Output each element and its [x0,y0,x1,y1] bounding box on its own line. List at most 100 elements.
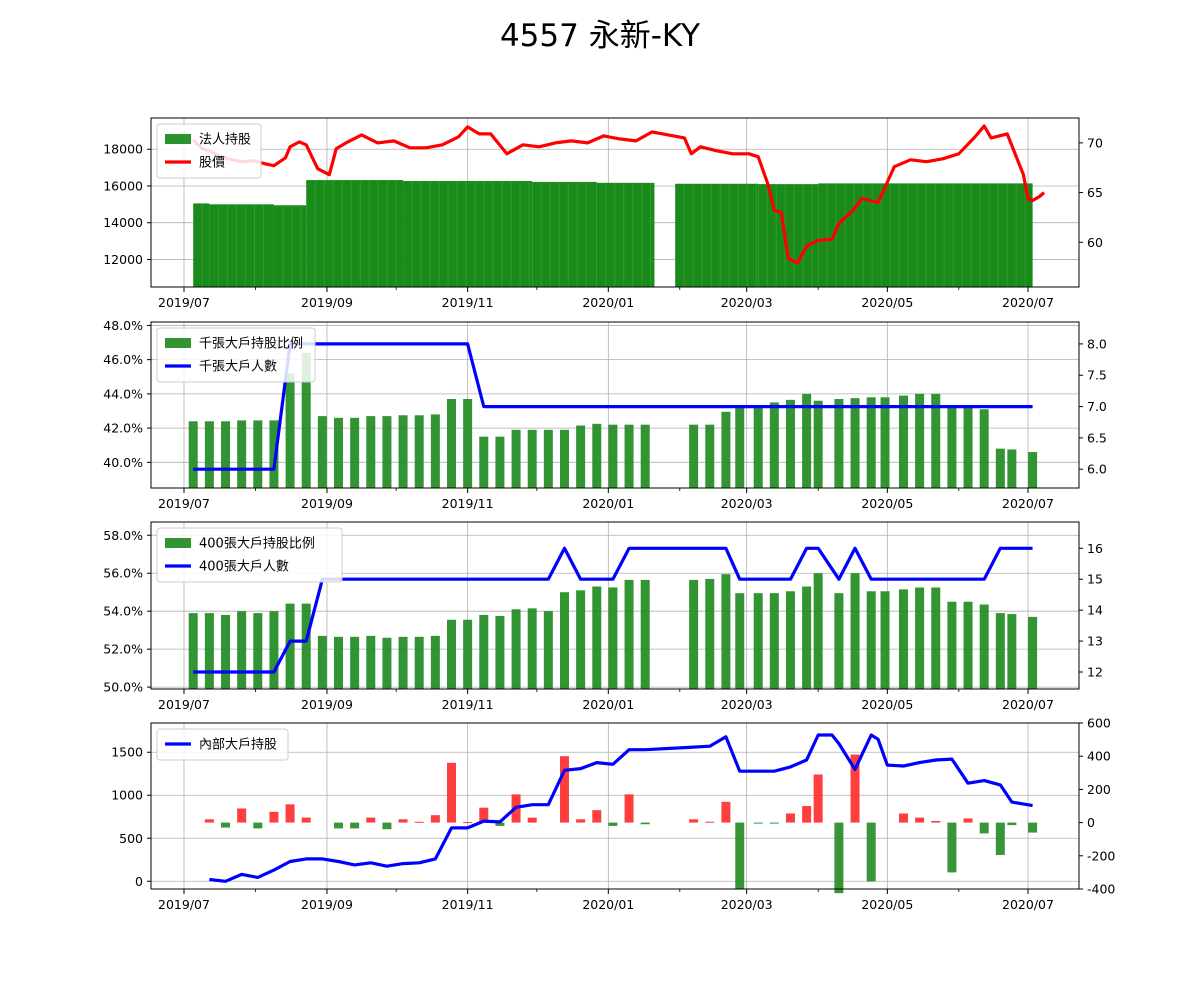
legend-label: 股價 [199,156,225,171]
change-bar [995,822,1005,855]
holding-bar-block [596,182,655,287]
change-bar [915,817,925,823]
ratio-bar [624,579,634,689]
ratio-bar [495,615,505,689]
ratio-bar [1028,452,1038,488]
x-tick-label: 2019/07 [158,697,210,712]
change-bar [253,822,263,829]
change-bar [414,821,424,823]
ratio-bar [1028,616,1038,689]
ratio-bar [479,614,489,689]
ratio-bar [511,609,521,689]
change-bar [269,811,279,823]
change-bar [430,815,440,823]
change-bar [204,819,214,823]
legend-label: 400張大戶人數 [199,560,289,575]
ratio-bar [446,619,456,689]
ratio-bar [721,574,731,689]
ratio-bar [463,619,473,689]
x-tick-label: 2019/09 [301,897,353,912]
panel-frame [150,521,1080,690]
ratio-bar [866,591,876,689]
ratio-bar [947,601,957,689]
y-left-tick-label: 50.0% [103,680,143,695]
y-right-tick-label: 16 [1087,541,1103,556]
change-bar [721,801,731,823]
x-tick-label: 2019/07 [158,897,210,912]
x-tick-label: 2019/09 [301,496,353,511]
change-bar [495,822,505,826]
y-right-tick-label: 60 [1087,235,1103,250]
holding-bar-block [306,180,404,287]
ratio-bar [414,636,424,689]
y-right-tick-label: 6.5 [1087,430,1107,445]
change-bar [785,813,795,823]
ratio-bar [880,591,890,689]
ratio-bar [204,613,214,689]
holding-bar-block [532,181,597,287]
figure-title: 4557 永新-KY [500,18,700,54]
ratio-bar [253,420,263,488]
ratio-bar [237,420,247,488]
change-bar [463,822,473,824]
ratio-bar [979,409,989,488]
change-bar [592,810,602,823]
y-left-tick-label: 500 [119,831,143,846]
ratio-bar [866,397,876,488]
ratio-bar [576,425,586,488]
ratio-bar [802,586,812,689]
ratio-bar [237,611,247,689]
y-right-tick-label: 13 [1087,634,1103,649]
ratio-bar [527,429,537,488]
legend-label: 內部大戶持股 [199,738,277,753]
ratio-bar [382,416,392,488]
change-bar [963,818,973,823]
ratio-bar [624,424,634,488]
ratio-bar [753,593,763,689]
y-right-tick-label: 200 [1087,782,1111,797]
change-bar [221,822,231,828]
x-tick-label: 2019/11 [442,496,494,511]
ratio-bar [608,587,618,689]
x-tick-label: 2019/11 [442,897,494,912]
ratio-bar [1007,614,1017,689]
ratio-bar [850,573,860,689]
y-right-tick-label: -400 [1087,882,1115,897]
x-tick-label: 2020/05 [861,496,913,511]
change-bar [301,817,311,823]
ratio-bar [253,613,263,689]
series-line [209,733,1033,883]
x-tick-label: 2020/01 [582,496,634,511]
x-tick-label: 2020/05 [861,295,913,310]
change-bar [834,822,844,894]
change-bar [285,804,295,823]
change-bar [237,808,247,823]
ratio-bar [802,393,812,488]
y-right-tick-label: 12 [1087,664,1103,679]
ratio-bar [640,424,650,488]
y-right-tick-label: 600 [1087,716,1111,731]
ratio-bar [301,603,311,689]
x-tick-label: 2019/09 [301,697,353,712]
y-left-tick-label: 44.0% [103,386,143,401]
ratio-bar [705,424,715,488]
ratio-bar [366,416,376,488]
ratio-bar [301,352,311,488]
x-tick-label: 2020/01 [582,295,634,310]
y-left-tick-label: 18000 [103,142,143,157]
ratio-bar [559,592,569,689]
change-bar [753,822,763,824]
ratio-bar [479,436,489,488]
ratio-bar [785,591,795,689]
change-bar [947,822,957,873]
y-left-tick-label: 48.0% [103,318,143,333]
ratio-bar [204,421,214,488]
ratio-bar [398,415,408,488]
y-right-tick-label: 7.0 [1087,399,1107,414]
panel-1: 2019/07 2019/09 2019/11 2020/01 2020/03 2020/… [103,117,1103,310]
change-bar [576,819,586,823]
x-tick-label: 2019/07 [158,496,210,511]
ratio-bar [350,636,360,689]
change-bar [446,762,456,823]
panel-frame [150,722,1080,890]
